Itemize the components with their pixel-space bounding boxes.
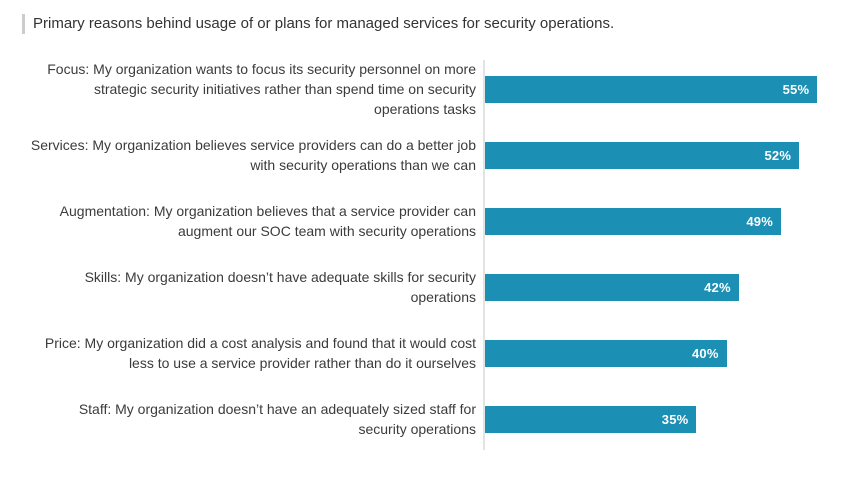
bar-rows: Focus: My organization wants to focus it… (0, 56, 868, 452)
bar-area: 40% (485, 339, 868, 367)
value-label: 35% (661, 411, 689, 427)
value-label: 42% (704, 279, 731, 295)
bar-area: 42% (485, 273, 868, 301)
bar-row: Services: My organization believes servi… (0, 122, 868, 188)
bar: 35% (485, 405, 697, 433)
bar: 40% (485, 339, 727, 367)
bar: 49% (485, 207, 781, 235)
bar-area: 49% (485, 207, 868, 235)
y-axis-line (483, 60, 485, 450)
value-label: 40% (692, 345, 719, 361)
value-label: 52% (764, 147, 792, 163)
bar-area: 35% (485, 405, 868, 433)
category-label: Focus: My organization wants to focus it… (47, 60, 476, 118)
category-label: Price: My organization did a cost analys… (44, 334, 476, 371)
chart-title: Primary reasons behind usage of or plans… (33, 15, 615, 32)
value-label: 55% (782, 81, 810, 97)
category-label: Staff: My organization doesn’t have an a… (78, 400, 476, 437)
value-label: 49% (746, 213, 773, 229)
bar-area: 55% (485, 75, 868, 103)
bar-chart: Focus: My organization wants to focus it… (0, 56, 868, 452)
bar-row: Skills: My organization doesn’t have ade… (0, 254, 868, 320)
category-label: Services: My organization believes servi… (30, 136, 476, 173)
bar: 55% (485, 75, 818, 103)
bar-row: Augmentation: My organization believes t… (0, 188, 868, 254)
category-label: Augmentation: My organization believes t… (59, 202, 476, 239)
bar-row: Staff: My organization doesn’t have an a… (0, 386, 868, 452)
bar-row: Focus: My organization wants to focus it… (0, 56, 868, 122)
bar-area: 52% (485, 141, 868, 169)
bar: 42% (485, 273, 739, 301)
bar-row: Price: My organization did a cost analys… (0, 320, 868, 386)
bar: 52% (485, 141, 800, 169)
category-label: Skills: My organization doesn’t have ade… (84, 268, 476, 305)
chart-title-block: Primary reasons behind usage of or plans… (22, 14, 868, 34)
